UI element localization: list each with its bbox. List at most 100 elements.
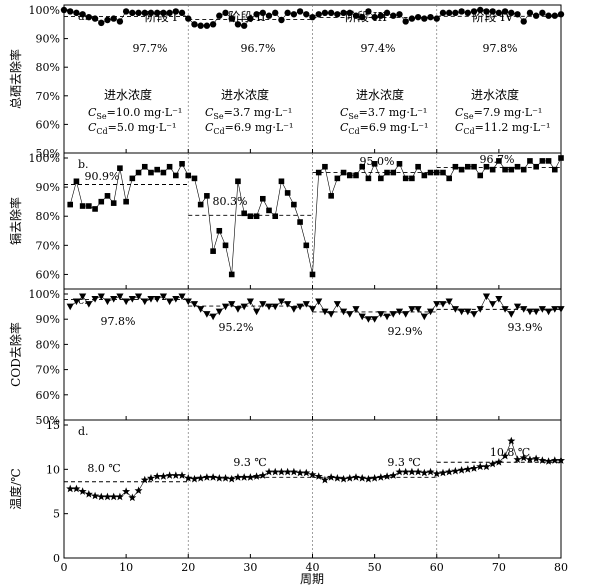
data-point (527, 158, 533, 164)
data-point (390, 12, 397, 19)
data-point (117, 165, 123, 171)
data-point (488, 459, 497, 468)
data-point (179, 161, 185, 167)
influent-cd: CCd=5.0 mg·L⁻¹ (88, 121, 176, 136)
data-point (284, 9, 291, 17)
mean-label: 97.8% (101, 315, 136, 328)
data-point (259, 9, 266, 17)
data-point (483, 163, 490, 170)
data-point (544, 308, 553, 316)
data-point (291, 201, 297, 208)
data-point (408, 306, 416, 313)
data-point (86, 203, 92, 209)
data-point (551, 12, 558, 19)
data-point (116, 293, 124, 301)
panel-2: 60%70%80%90%100%b.镉去除率90.9%80.3%95.0%96.… (8, 152, 564, 290)
mean-label: 97.8% (483, 42, 518, 55)
y-tick-label: 15 (46, 419, 60, 432)
data-point (215, 308, 223, 316)
data-point (197, 306, 205, 313)
data-point (383, 472, 391, 480)
mean-label: 92.9% (388, 325, 423, 338)
y-tick-label: 70% (36, 239, 60, 252)
data-point (395, 308, 404, 316)
y-tick-label: 80% (36, 338, 60, 351)
data-point (489, 166, 496, 173)
data-point (79, 293, 87, 301)
data-point (414, 306, 422, 313)
data-point (308, 306, 317, 313)
x-tick-label: 60 (430, 561, 444, 574)
y-tick-label: 5 (53, 508, 60, 521)
data-point (371, 316, 379, 323)
data-point (278, 16, 285, 24)
data-point (544, 457, 553, 465)
data-point (346, 172, 353, 179)
data-point (408, 15, 416, 22)
data-point (545, 158, 552, 164)
y-tick-label: 100% (29, 288, 60, 301)
data-point (384, 169, 390, 176)
data-point (216, 12, 223, 19)
data-point (414, 467, 423, 476)
data-point (296, 8, 304, 15)
panel-label: b. (78, 158, 89, 171)
data-point (513, 455, 522, 463)
mean-label: 93.9% (508, 321, 543, 334)
data-point (320, 475, 329, 484)
data-point (508, 9, 515, 17)
mean-label: 97.4% (361, 42, 396, 55)
mean-label: 80.3% (213, 195, 248, 208)
panel-1: 50%60%70%80%90%100%a.总硒去除率97.7%96.7%97.4… (8, 4, 565, 160)
data-point (103, 298, 112, 306)
y-tick-label: 80% (36, 210, 60, 223)
data-point (234, 306, 242, 313)
data-point (128, 296, 136, 303)
data-point (340, 9, 347, 17)
data-point (345, 474, 354, 482)
data-point (184, 474, 193, 482)
influent-title: 进水浓度 (471, 87, 519, 102)
data-point (178, 471, 186, 479)
data-point (371, 13, 378, 21)
data-point (551, 306, 559, 313)
data-point (271, 303, 279, 311)
data-point (446, 175, 452, 182)
data-point (215, 474, 224, 482)
data-point (514, 163, 521, 170)
data-point (501, 451, 510, 460)
data-point (327, 311, 335, 318)
data-point (266, 207, 272, 214)
data-point (241, 210, 247, 217)
data-point (483, 8, 490, 15)
data-point (115, 492, 124, 501)
stage-title: 阶段 III (345, 9, 387, 24)
data-point (471, 163, 477, 170)
panel-label: d. (78, 425, 89, 438)
data-point (339, 308, 348, 316)
data-point (364, 474, 373, 483)
data-point (140, 475, 149, 484)
data-point (346, 311, 354, 318)
data-point (513, 303, 522, 311)
influent-title: 进水浓度 (221, 87, 269, 102)
influent-se: CSe=3.7 mg·L⁻¹ (340, 106, 427, 121)
data-point (97, 293, 105, 301)
data-point (122, 8, 130, 15)
data-point (278, 178, 285, 185)
data-point (141, 163, 148, 170)
data-point (452, 163, 459, 170)
data-point (277, 467, 286, 476)
y-tick-label: 90% (36, 313, 60, 326)
data-point (290, 306, 298, 313)
data-point (352, 12, 360, 19)
data-point (203, 311, 211, 318)
data-point (501, 8, 509, 15)
influent-cd: CCd=6.9 mg·L⁻¹ (205, 121, 293, 136)
data-point (67, 201, 74, 208)
mean-label: 9.3 ℃ (387, 456, 420, 469)
data-point (84, 490, 93, 498)
data-point (526, 9, 534, 17)
data-point (160, 9, 167, 17)
